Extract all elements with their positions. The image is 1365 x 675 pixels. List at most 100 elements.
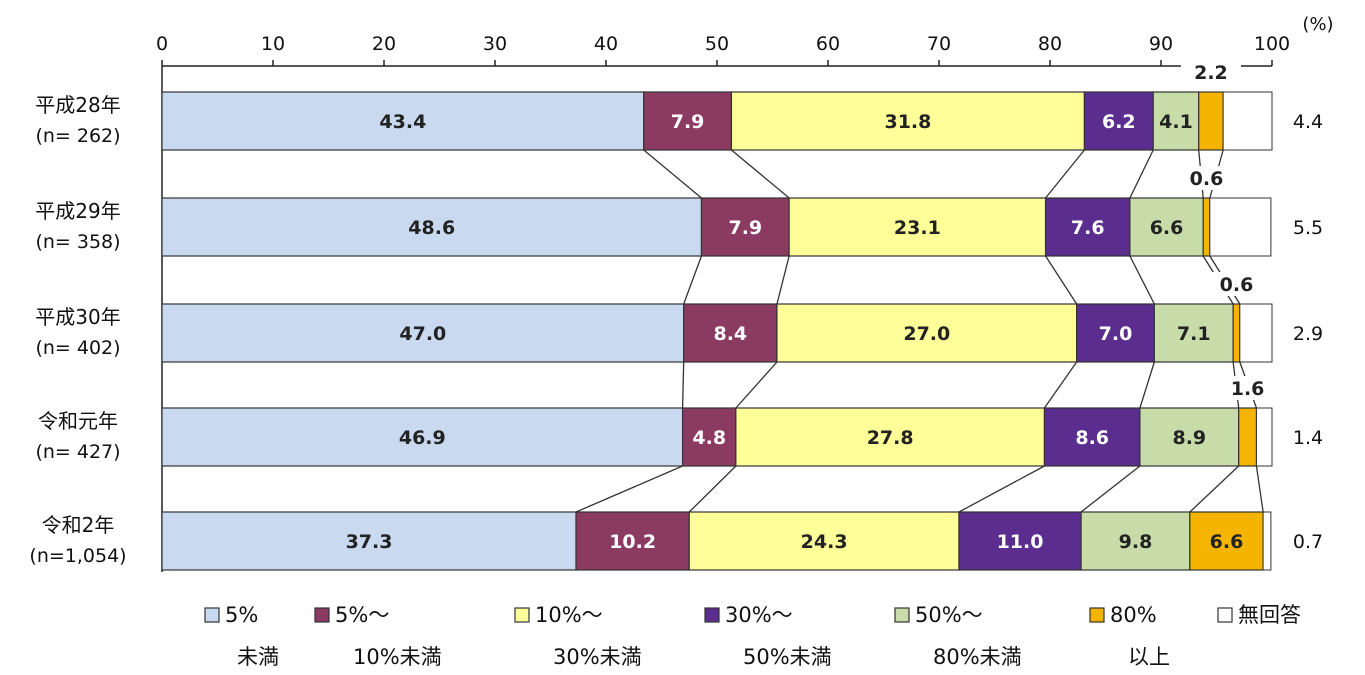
bar-segment: [683, 303, 778, 363]
category-label-year: 令和2年: [42, 513, 115, 537]
bar-segment: [1083, 91, 1154, 151]
bar-segment: [1262, 511, 1272, 571]
category-label-n: (n= 402): [35, 337, 120, 359]
value-label: 7.9: [728, 217, 762, 239]
value-label: 8.9: [1172, 427, 1206, 449]
value-label-above: 0.6: [1220, 274, 1254, 296]
bar-segment: [1044, 197, 1131, 257]
bar-segment: [1129, 197, 1204, 257]
value-label: 8.6: [1075, 427, 1109, 449]
value-label: 23.1: [894, 217, 941, 239]
value-label: 9.8: [1119, 531, 1153, 553]
x-tick-label: 60: [816, 33, 840, 55]
legend-swatch: [894, 607, 910, 623]
legend-label: 5%～: [335, 603, 389, 627]
value-label: 37.3: [346, 531, 393, 553]
x-tick-label: 0: [156, 33, 168, 55]
bar-segment: [1076, 303, 1155, 363]
category-label-year: 平成29年: [35, 199, 120, 223]
legend-item: 5% 未満: [204, 603, 279, 669]
legend-label-line2: 50%未満: [743, 645, 832, 669]
legend-swatch: [204, 607, 220, 623]
value-label-box: [1206, 272, 1267, 296]
legend-swatch: [514, 607, 530, 623]
bar-segment: [730, 91, 1086, 151]
legend-item: 5%～ 10%未満: [314, 603, 442, 669]
bar-segment: [1238, 407, 1258, 467]
value-label-box: [1176, 166, 1237, 190]
connector-line: [1255, 465, 1264, 513]
value-label-no-answer: 5.5: [1293, 217, 1323, 239]
connector-line: [1189, 465, 1240, 513]
axis-unit-label: (%): [1302, 14, 1333, 35]
connector-line: [1129, 255, 1155, 305]
x-tick-label: 50: [705, 33, 729, 55]
value-label: 47.0: [399, 323, 446, 345]
value-label: 4.8: [692, 427, 726, 449]
bar-segment: [776, 303, 1078, 363]
x-tick-label: 90: [1149, 33, 1173, 55]
connector-line: [1080, 465, 1141, 513]
x-tick-label: 100: [1254, 33, 1290, 55]
bar-segment: [1139, 407, 1240, 467]
bar-segment: [1239, 303, 1273, 363]
value-label: 24.3: [801, 531, 848, 553]
x-tick-label: 10: [261, 33, 285, 55]
connector-line: [1045, 149, 1085, 199]
x-tick-label: 70: [927, 33, 951, 55]
value-label-no-answer: 0.7: [1293, 531, 1323, 553]
bar-segment: [161, 407, 684, 467]
legend-label: 5%: [225, 603, 258, 627]
legend-label: 80%: [1110, 603, 1157, 627]
bar-segment: [700, 197, 790, 257]
legend-label-line2: 30%未満: [553, 645, 642, 669]
x-tick-label: 80: [1038, 33, 1062, 55]
value-label-no-answer: 2.9: [1293, 323, 1323, 345]
bars: 43.4 7.9 31.8 6.2 4.1 48.6 7.9 23.1 7.6 6.6 47.0 8.…: [161, 91, 1273, 571]
legend-label-line2: 以上: [1128, 645, 1170, 669]
bar-segment: [1198, 91, 1224, 151]
value-label: 46.9: [399, 427, 446, 449]
bar-segment: [1232, 303, 1241, 363]
bar-segment: [575, 511, 690, 571]
category-label-n: (n= 262): [35, 125, 120, 147]
value-label: 31.8: [884, 111, 931, 133]
value-label-above: 2.2: [1194, 62, 1228, 84]
value-label: 6.6: [1210, 531, 1244, 553]
category-label-n: (n=1,054): [29, 545, 126, 567]
connector-line: [735, 361, 778, 409]
legend-label: 無回答: [1238, 603, 1301, 627]
value-label: 48.6: [408, 217, 455, 239]
bar-segment: [1153, 303, 1234, 363]
value-label: 27.8: [867, 427, 914, 449]
legend-label-line2: 80%未満: [933, 645, 1022, 669]
bar-segment: [1222, 91, 1273, 151]
category-label-n: (n= 427): [35, 441, 120, 463]
legend-swatch: [314, 607, 330, 623]
bar-segment: [1152, 91, 1200, 151]
value-label: 43.4: [379, 111, 426, 133]
category-label-year: 平成28年: [35, 93, 120, 117]
value-label-above: 1.6: [1231, 378, 1265, 400]
bar-segment: [681, 407, 737, 467]
bar-segment: [1255, 407, 1273, 467]
connector-line: [575, 465, 683, 513]
value-label-box: [1180, 60, 1241, 84]
legend-item: 50%～ 80%未満: [894, 603, 1022, 669]
connector-line: [643, 149, 702, 199]
value-label: 7.6: [1071, 217, 1105, 239]
x-tick-label: 40: [594, 33, 618, 55]
category-label-year: 令和元年: [38, 409, 118, 433]
bar-segment: [1189, 511, 1264, 571]
legend-item: 80% 以上: [1089, 603, 1170, 669]
bar-segment: [161, 197, 703, 257]
bar-segment: [688, 511, 960, 571]
outside-value-labels: 2.2 4.4 0.6 5.5 0.6 2.9 1.6 1.4 0.7: [1176, 60, 1323, 553]
legend-label-line2: 未満: [237, 645, 279, 669]
value-label: 7.9: [671, 111, 705, 133]
legend-label: 30%～: [725, 603, 793, 627]
legend-swatch: [1217, 607, 1233, 623]
value-label: 6.2: [1102, 111, 1136, 133]
legend-swatch: [1089, 607, 1105, 623]
